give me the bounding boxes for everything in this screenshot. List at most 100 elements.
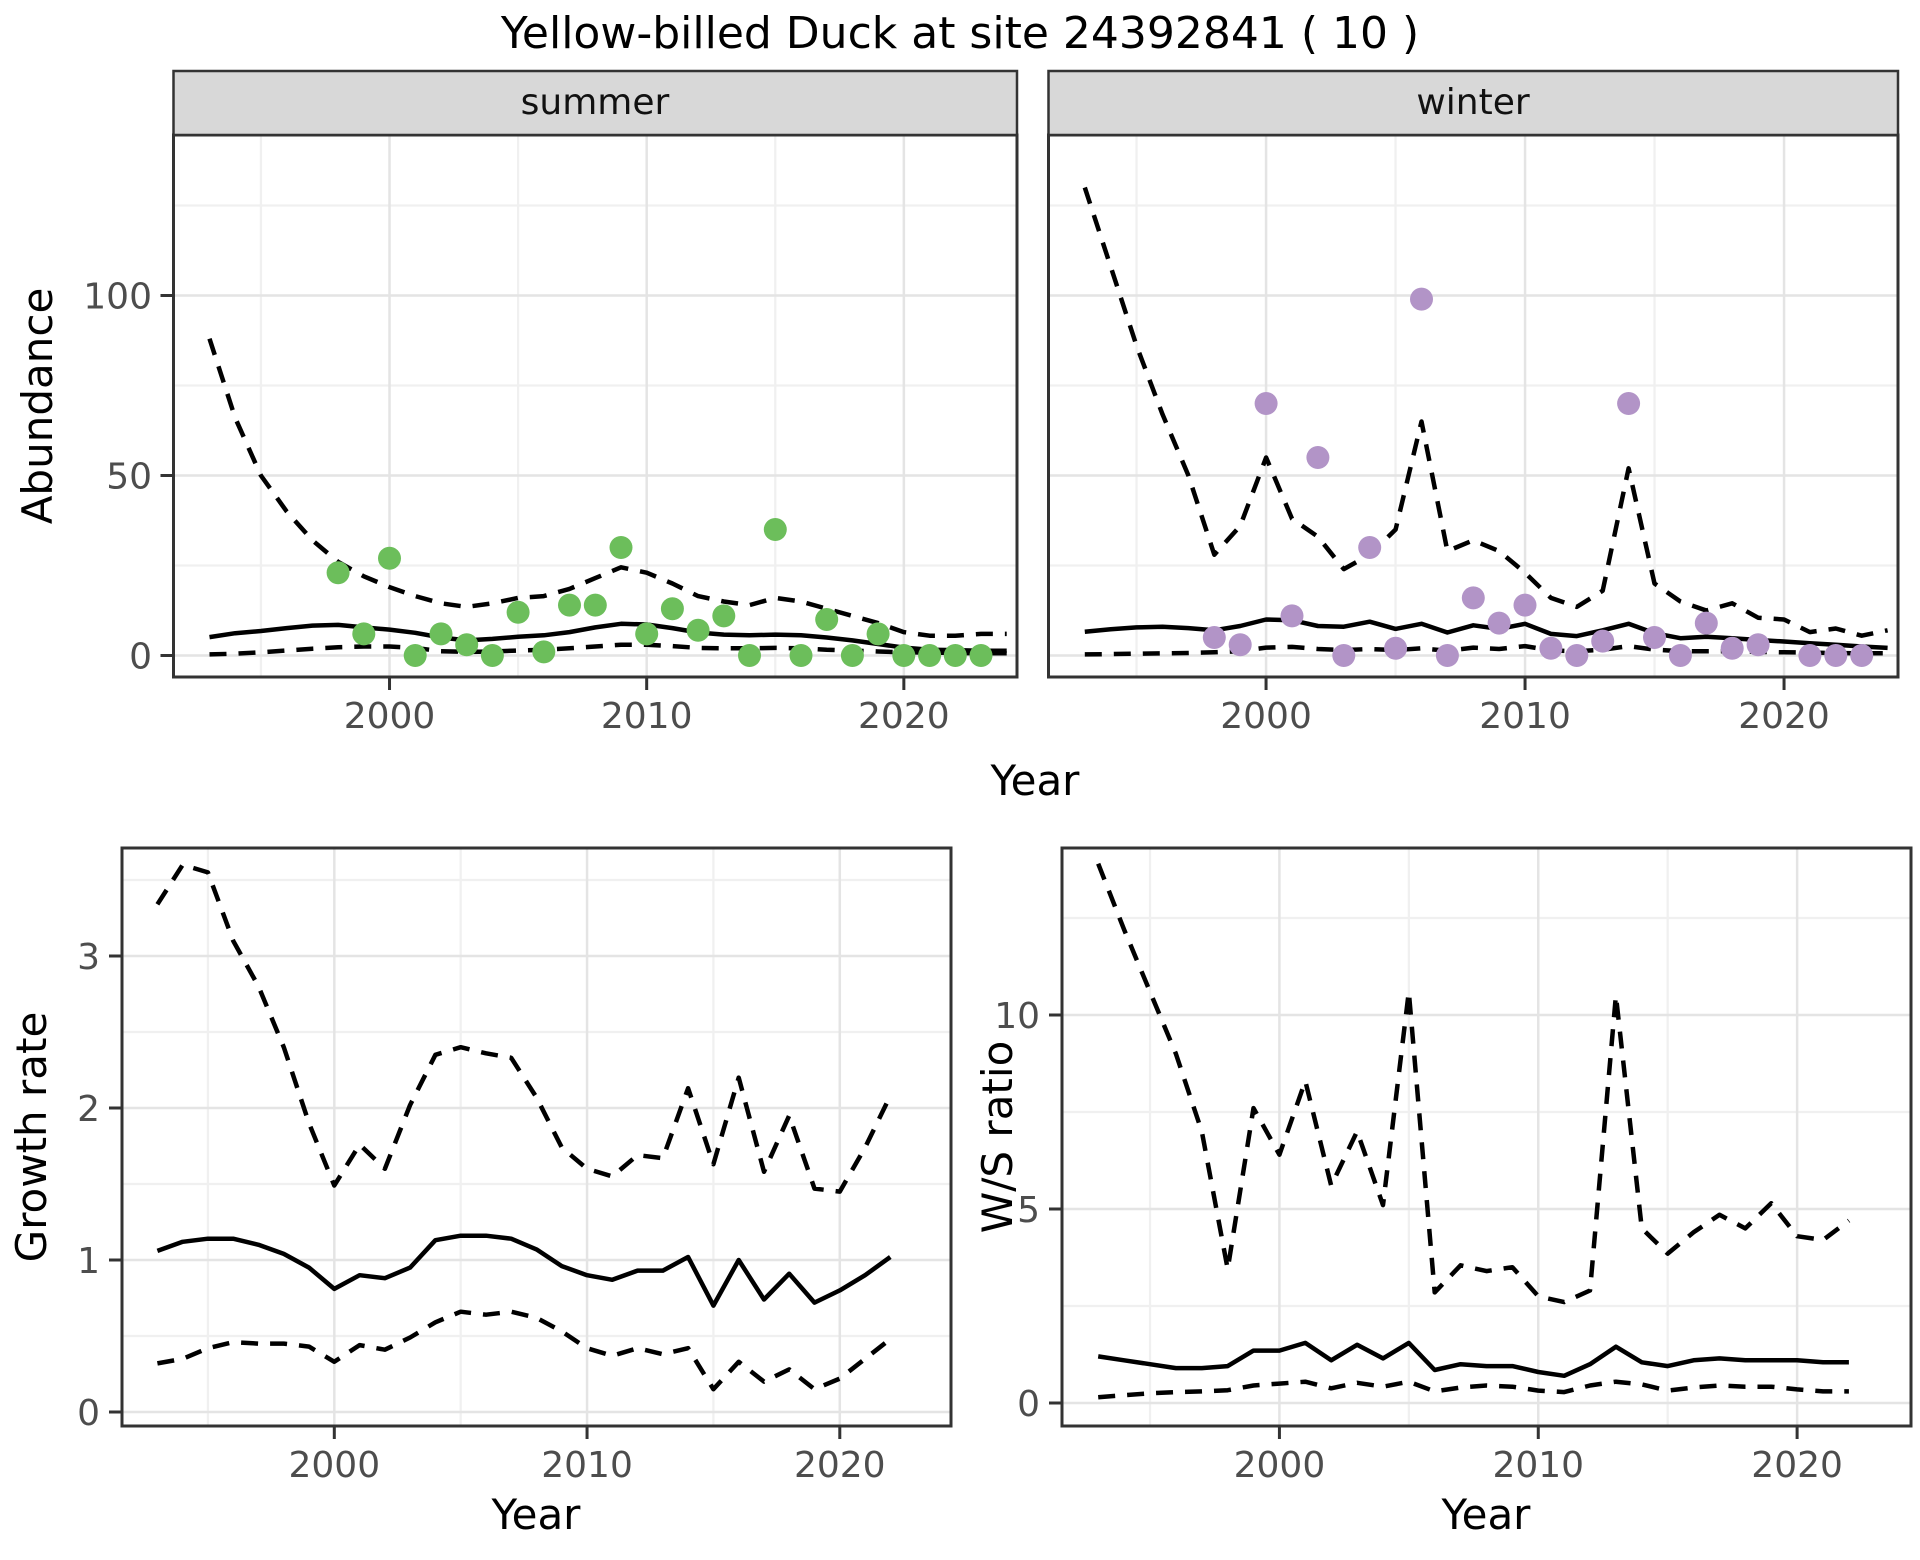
panel-border xyxy=(120,846,953,1428)
abundance-summer-observed-point xyxy=(866,622,890,646)
abundance-summer-observed-point xyxy=(326,561,350,585)
abundance-summer-observed-point xyxy=(686,618,710,642)
y-axis-tick-label: 3 xyxy=(77,937,100,978)
growth-rate-panel: 2000 2010 2020 0 1 2 3 xyxy=(77,846,953,1486)
panel-background xyxy=(1062,848,1911,1426)
abundance-summer-observed-point xyxy=(429,622,453,646)
abundance-summer-observed-point xyxy=(352,622,376,646)
x-axis-tick-label: 2020 xyxy=(1738,696,1830,737)
x-axis-tick-label: 2000 xyxy=(288,1445,380,1486)
abundance-winter-observed-point xyxy=(1746,633,1770,657)
abundance-summer-observed-point xyxy=(789,644,813,667)
abundance-winter-observed-point xyxy=(1668,644,1692,667)
abundance-winter-observed-point xyxy=(1617,392,1641,415)
ws-ratio-estimate-line xyxy=(1097,1340,1849,1379)
abundance-winter-observed-point xyxy=(1410,287,1433,311)
abundance-winter-observed-point xyxy=(1435,644,1459,667)
abundance-winter-observed-point xyxy=(1461,586,1485,610)
y-axis-tick-label: 100 xyxy=(83,277,152,318)
abundance-summer-observed-point xyxy=(943,644,967,667)
y-axis-title-abundance: Abundance xyxy=(13,287,62,525)
x-axis-tick-label: 2020 xyxy=(794,1445,886,1486)
abundance-summer-observed-point xyxy=(403,644,427,667)
abundance-winter-observed-point xyxy=(1254,392,1278,415)
x-axis-title-ws: Year xyxy=(1441,1490,1531,1539)
abundance-summer-observed-point xyxy=(506,600,530,624)
abundance-summer-observed-point xyxy=(558,593,581,617)
y-axis-tick-label: 5 xyxy=(1017,1190,1040,1231)
facet-strip xyxy=(172,69,1019,137)
abundance-summer-panel: 2000 2010 2020 0 50 100 xyxy=(83,69,1019,737)
x-axis-tick-label: 2010 xyxy=(1492,1445,1584,1486)
abundance-winter-observed-point xyxy=(1202,626,1226,649)
x-axis-title-top: Year xyxy=(990,756,1080,805)
abundance-winter-upper-ci-line xyxy=(1082,186,1889,638)
x-axis-tick-label: 2010 xyxy=(1479,696,1571,737)
abundance-summer-observed-point xyxy=(892,644,916,667)
abundance-winter-observed-point xyxy=(1306,446,1330,469)
abundance-summer-observed-point xyxy=(635,622,659,646)
abundance-summer-observed-point xyxy=(532,640,556,664)
abundance-summer-observed-point xyxy=(840,644,864,667)
abundance-winter-observed-point xyxy=(1591,629,1615,653)
x-axis-title-growth: Year xyxy=(491,1490,581,1539)
abundance-summer-observed-point xyxy=(969,644,993,667)
x-axis-tick-label: 2020 xyxy=(1751,1445,1843,1486)
ws-ratio-lower-ci-line xyxy=(1098,1379,1849,1400)
abundance-summer-observed-point xyxy=(918,644,942,667)
facet-strip-label-summer: summer xyxy=(520,82,670,123)
panel-background xyxy=(173,135,1017,677)
y-axis-tick-label: 2 xyxy=(77,1089,100,1130)
panel-border xyxy=(1060,846,1913,1428)
abundance-winter-observed-point xyxy=(1280,604,1304,628)
abundance-summer-observed-point xyxy=(712,604,736,628)
y-axis-tick-label: 50 xyxy=(106,457,152,498)
abundance-summer-observed-point xyxy=(815,608,839,631)
facet-strip xyxy=(1047,69,1900,137)
abundance-winter-observed-point xyxy=(1643,626,1666,649)
ws-ratio-upper-ci-line xyxy=(1096,862,1851,1305)
abundance-winter-observed-point xyxy=(1565,644,1589,667)
abundance-summer-observed-point xyxy=(609,536,633,559)
abundance-winter-observed-point xyxy=(1228,633,1252,657)
y-axis-title-growth-rate: Growth rate xyxy=(7,1011,56,1263)
facet-strip-label-winter: winter xyxy=(1416,82,1530,123)
x-axis-tick-label: 2010 xyxy=(541,1445,633,1486)
x-axis-tick-label: 2000 xyxy=(1234,1445,1326,1486)
abundance-winter-observed-point xyxy=(1384,636,1408,660)
figure-title: Yellow-billed Duck at site 24392841 ( 10… xyxy=(500,8,1420,59)
abundance-winter-observed-point xyxy=(1358,536,1382,559)
abundance-winter-observed-point xyxy=(1513,593,1537,617)
abundance-summer-observed-point xyxy=(480,644,504,667)
y-axis-tick-label: 0 xyxy=(1017,1384,1040,1425)
abundance-winter-observed-point xyxy=(1487,611,1511,635)
abundance-winter-panel: 2000 2010 2020 xyxy=(1047,69,1900,737)
abundance-winter-observed-point xyxy=(1720,636,1744,660)
abundance-summer-observed-point xyxy=(660,597,684,621)
x-axis-tick-label: 2000 xyxy=(1220,696,1312,737)
ws-ratio-panel: 2000 2010 2020 0 5 10 xyxy=(994,846,1913,1486)
y-axis-title-ws-ratio: W/S ratio xyxy=(973,1040,1022,1234)
x-axis-tick-label: 2020 xyxy=(858,696,950,737)
x-axis-tick-label: 2000 xyxy=(344,696,436,737)
growth-rate-estimate-line xyxy=(156,1233,892,1308)
panel-background xyxy=(122,848,951,1426)
abundance-summer-observed-point xyxy=(378,546,401,570)
abundance-summer-observed-point xyxy=(763,518,787,541)
abundance-summer-observed-point xyxy=(738,644,761,667)
abundance-winter-observed-point xyxy=(1539,636,1563,660)
abundance-winter-observed-point xyxy=(1694,611,1718,635)
abundance-summer-observed-point xyxy=(455,633,479,657)
y-axis-tick-label: 1 xyxy=(77,1241,100,1282)
abundance-winter-observed-point xyxy=(1798,644,1822,667)
x-axis-tick-label: 2010 xyxy=(601,696,693,737)
y-axis-tick-label: 10 xyxy=(994,996,1040,1037)
y-axis-tick-label: 0 xyxy=(77,1393,100,1434)
abundance-winter-observed-point xyxy=(1824,644,1848,667)
abundance-winter-observed-point xyxy=(1850,644,1874,667)
growth-rate-lower-ci-line xyxy=(156,1309,892,1392)
abundance-winter-observed-point xyxy=(1332,644,1356,667)
abundance-summer-observed-point xyxy=(583,593,607,617)
